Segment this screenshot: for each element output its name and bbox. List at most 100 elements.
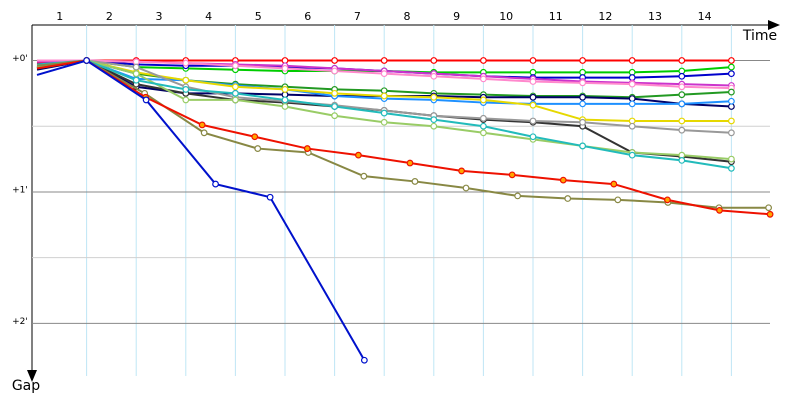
point bbox=[331, 67, 339, 75]
point bbox=[331, 57, 339, 64]
x-arrow bbox=[768, 20, 780, 30]
point bbox=[430, 122, 438, 130]
point bbox=[480, 96, 487, 104]
point bbox=[231, 96, 239, 104]
point bbox=[182, 86, 190, 93]
point bbox=[728, 129, 735, 137]
point bbox=[380, 92, 388, 100]
point bbox=[411, 178, 419, 185]
point bbox=[251, 133, 259, 141]
point bbox=[529, 133, 537, 141]
point bbox=[430, 116, 438, 124]
point bbox=[728, 117, 735, 125]
point bbox=[728, 57, 735, 64]
point bbox=[579, 142, 586, 150]
point bbox=[266, 193, 274, 201]
point bbox=[182, 59, 190, 67]
series-line bbox=[36, 59, 366, 361]
point bbox=[579, 93, 586, 101]
point bbox=[678, 126, 686, 134]
point bbox=[281, 86, 289, 93]
point bbox=[331, 103, 339, 110]
point bbox=[360, 172, 368, 180]
lap-label: 3 bbox=[156, 10, 163, 23]
y-arrow bbox=[27, 370, 37, 382]
point bbox=[579, 100, 586, 108]
point bbox=[678, 117, 686, 125]
point bbox=[360, 356, 368, 364]
y-tick-label: +2' bbox=[12, 317, 28, 327]
point bbox=[716, 206, 723, 214]
point bbox=[132, 70, 140, 78]
lap-label: 4 bbox=[205, 10, 212, 23]
point bbox=[142, 96, 150, 104]
point bbox=[628, 122, 636, 130]
point bbox=[231, 83, 239, 91]
point bbox=[579, 79, 586, 87]
lap-label: 9 bbox=[453, 10, 460, 23]
point bbox=[132, 63, 140, 71]
point bbox=[281, 103, 289, 110]
lap-label: 5 bbox=[255, 10, 262, 23]
point bbox=[303, 145, 311, 152]
point bbox=[728, 63, 735, 71]
point bbox=[331, 112, 339, 120]
y-axis-label: Gap bbox=[12, 378, 40, 394]
point bbox=[529, 93, 537, 101]
point bbox=[380, 109, 388, 117]
point bbox=[529, 101, 537, 109]
point bbox=[182, 96, 190, 104]
point bbox=[212, 180, 219, 188]
point bbox=[559, 176, 567, 184]
point bbox=[231, 62, 239, 70]
point bbox=[678, 57, 686, 64]
lap-label: 6 bbox=[304, 10, 311, 23]
point bbox=[529, 78, 537, 85]
point bbox=[508, 171, 516, 179]
lap-label: 12 bbox=[598, 10, 612, 23]
lap-label: 8 bbox=[404, 10, 411, 23]
lap-label: 7 bbox=[354, 10, 361, 23]
point bbox=[281, 64, 289, 72]
point bbox=[480, 75, 487, 83]
point bbox=[430, 57, 438, 64]
point bbox=[628, 57, 636, 64]
lap-label: 10 bbox=[499, 10, 513, 23]
point bbox=[231, 89, 239, 97]
point bbox=[331, 89, 339, 97]
point bbox=[480, 129, 487, 137]
point bbox=[765, 204, 772, 212]
lap-label: 2 bbox=[106, 10, 113, 23]
point bbox=[678, 100, 686, 108]
point bbox=[380, 57, 388, 64]
point bbox=[200, 129, 208, 137]
point bbox=[664, 196, 671, 204]
point bbox=[83, 57, 90, 64]
point bbox=[281, 96, 289, 104]
point bbox=[514, 192, 522, 200]
point bbox=[529, 57, 537, 64]
point bbox=[614, 196, 622, 204]
point bbox=[579, 57, 586, 64]
point bbox=[728, 88, 735, 96]
point bbox=[430, 72, 438, 80]
point bbox=[678, 91, 686, 99]
point bbox=[678, 157, 686, 164]
point bbox=[355, 151, 362, 159]
point bbox=[380, 70, 388, 78]
point bbox=[628, 100, 636, 108]
lap-label: 14 bbox=[698, 10, 712, 23]
y-tick-label: +1' bbox=[12, 185, 28, 195]
point bbox=[728, 70, 735, 78]
point bbox=[380, 118, 388, 126]
point bbox=[678, 72, 686, 80]
point bbox=[458, 167, 465, 175]
y-tick-label: +0' bbox=[12, 54, 28, 64]
point bbox=[480, 114, 487, 122]
point bbox=[406, 159, 414, 167]
lap-label: 1 bbox=[56, 10, 63, 23]
point bbox=[728, 155, 735, 163]
point bbox=[254, 145, 262, 152]
point bbox=[182, 76, 190, 84]
